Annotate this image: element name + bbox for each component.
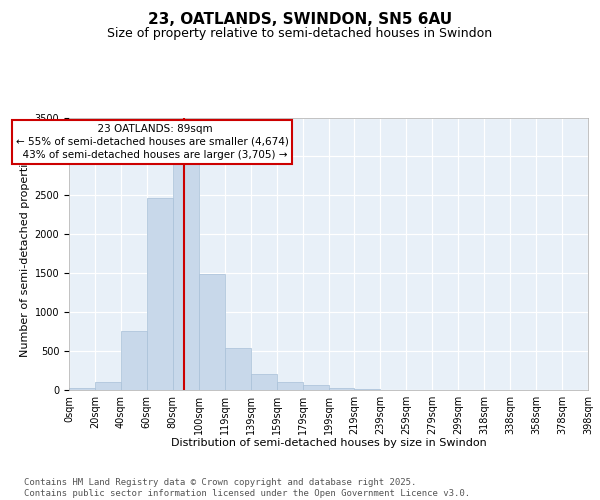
- Text: 23 OATLANDS: 89sqm
← 55% of semi-detached houses are smaller (4,674)
  43% of se: 23 OATLANDS: 89sqm ← 55% of semi-detache…: [16, 124, 289, 160]
- Bar: [199, 274, 224, 390]
- X-axis label: Distribution of semi-detached houses by size in Swindon: Distribution of semi-detached houses by …: [170, 438, 487, 448]
- Bar: [355, 389, 380, 390]
- Text: Size of property relative to semi-detached houses in Swindon: Size of property relative to semi-detach…: [107, 28, 493, 40]
- Y-axis label: Number of semi-detached properties: Number of semi-detached properties: [20, 151, 31, 357]
- Text: 23, OATLANDS, SWINDON, SN5 6AU: 23, OATLANDS, SWINDON, SN5 6AU: [148, 12, 452, 28]
- Bar: [225, 348, 251, 390]
- Bar: [277, 382, 302, 390]
- Bar: [251, 374, 277, 390]
- Bar: [121, 331, 147, 390]
- Bar: [69, 388, 95, 390]
- Bar: [302, 386, 329, 390]
- Bar: [329, 388, 355, 390]
- Bar: [147, 198, 173, 390]
- Bar: [173, 162, 199, 390]
- Bar: [95, 382, 121, 390]
- Text: Contains HM Land Registry data © Crown copyright and database right 2025.
Contai: Contains HM Land Registry data © Crown c…: [24, 478, 470, 498]
